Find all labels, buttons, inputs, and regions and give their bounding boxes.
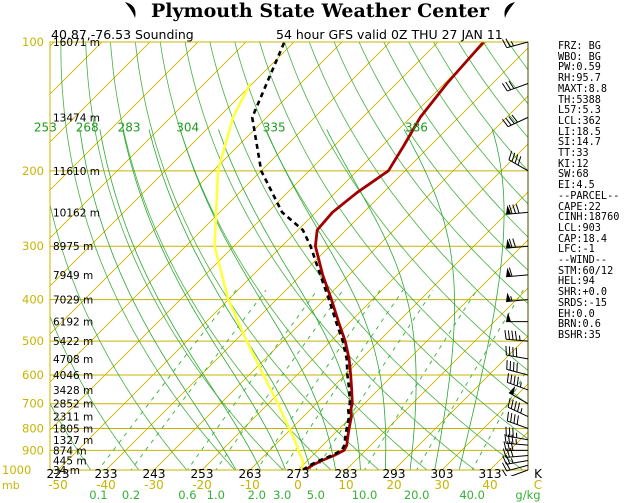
stat-line: BSHR:35 bbox=[558, 331, 638, 342]
pressure-tick-label: 400 bbox=[22, 293, 44, 307]
kelvin-tick-label: 253 bbox=[191, 467, 214, 481]
theta-label: 253 bbox=[34, 120, 57, 134]
model-info-label: 54 hour GFS valid 0Z THU 27 JAN 11 bbox=[276, 27, 503, 42]
stats-panel: FRZ: BG WBO: BG PW:0.59 RH:95.7 MAXT:8.8 TH:5… bbox=[558, 42, 638, 342]
height-tick-label: 2852 m bbox=[53, 399, 93, 411]
mixing-ratio-label: 1.0 bbox=[207, 488, 225, 502]
kelvin-tick-label: 263 bbox=[239, 467, 262, 481]
mixing-ratio-label: 10.0 bbox=[352, 488, 378, 502]
pressure-tick-label: 500 bbox=[22, 334, 44, 348]
theta-label: 386 bbox=[405, 120, 428, 134]
kelvin-tick-label: 223 bbox=[47, 467, 70, 481]
height-tick-label: 4046 m bbox=[53, 370, 93, 382]
pressure-tick-label: 200 bbox=[22, 164, 44, 178]
height-tick-label: 4708 m bbox=[53, 354, 93, 366]
mixing-ratio-label: 3.0 bbox=[273, 488, 291, 502]
mixing-ratio-label: 5.0 bbox=[307, 488, 325, 502]
location-label: 40.87,-76.53 Sounding bbox=[51, 27, 194, 42]
pressure-tick-label: 100 bbox=[22, 35, 44, 49]
height-tick-label: 5422 m bbox=[53, 336, 93, 348]
height-tick-label: 3428 m bbox=[53, 385, 93, 397]
pressure-tick-label: 900 bbox=[22, 443, 44, 457]
kelvin-tick-label: 303 bbox=[431, 467, 454, 481]
theta-label: 268 bbox=[76, 120, 99, 134]
height-tick-label: 6192 m bbox=[53, 317, 93, 329]
height-tick-label: 11610 m bbox=[53, 166, 100, 178]
mixing-ratio-label: 0.6 bbox=[178, 488, 196, 502]
kelvin-tick-label: 273 bbox=[287, 467, 310, 481]
kelvin-tick-label: 313 bbox=[479, 467, 502, 481]
height-tick-label: 1805 m bbox=[53, 424, 93, 436]
mb-unit-label: mb bbox=[2, 479, 20, 492]
kelvin-tick-label: 293 bbox=[383, 467, 406, 481]
height-tick-label: 7949 m bbox=[53, 270, 93, 282]
mixing-ratio-label: 40.0 bbox=[459, 488, 485, 502]
mixing-ratio-label: 0.1 bbox=[89, 488, 107, 502]
pressure-tick-label: 300 bbox=[22, 239, 44, 253]
pressure-tick-label: 1000 bbox=[2, 463, 31, 477]
theta-label: 283 bbox=[118, 120, 141, 134]
kelvin-tick-label: 283 bbox=[335, 467, 358, 481]
mixing-ratio-label: 0.2 bbox=[122, 488, 140, 502]
kelvin-tick-label: 233 bbox=[95, 467, 118, 481]
height-tick-label: 10162 m bbox=[53, 207, 100, 219]
height-tick-label: 7029 m bbox=[53, 295, 93, 307]
height-tick-label: 8975 m bbox=[53, 241, 93, 253]
mixing-ratio-label: 20.0 bbox=[404, 488, 430, 502]
pressure-tick-label: 700 bbox=[22, 397, 44, 411]
pressure-tick-label: 800 bbox=[22, 422, 44, 436]
pressure-tick-label: 600 bbox=[22, 368, 44, 382]
stat-line: --PARCEL-- bbox=[558, 192, 638, 203]
stat-line: SRDS:-15 bbox=[558, 299, 638, 310]
mixing-ratio-label: 2.0 bbox=[248, 488, 266, 502]
kelvin-tick-label: 243 bbox=[143, 467, 166, 481]
mixing-ratio-unit-label: g/kg bbox=[515, 488, 540, 502]
height-tick-label: 2311 m bbox=[53, 412, 93, 424]
theta-label: 304 bbox=[176, 120, 199, 134]
kelvin-tick-label: K bbox=[534, 467, 543, 481]
theta-label: 335 bbox=[263, 120, 286, 134]
stat-line: MAXT:8.8 bbox=[558, 85, 638, 96]
